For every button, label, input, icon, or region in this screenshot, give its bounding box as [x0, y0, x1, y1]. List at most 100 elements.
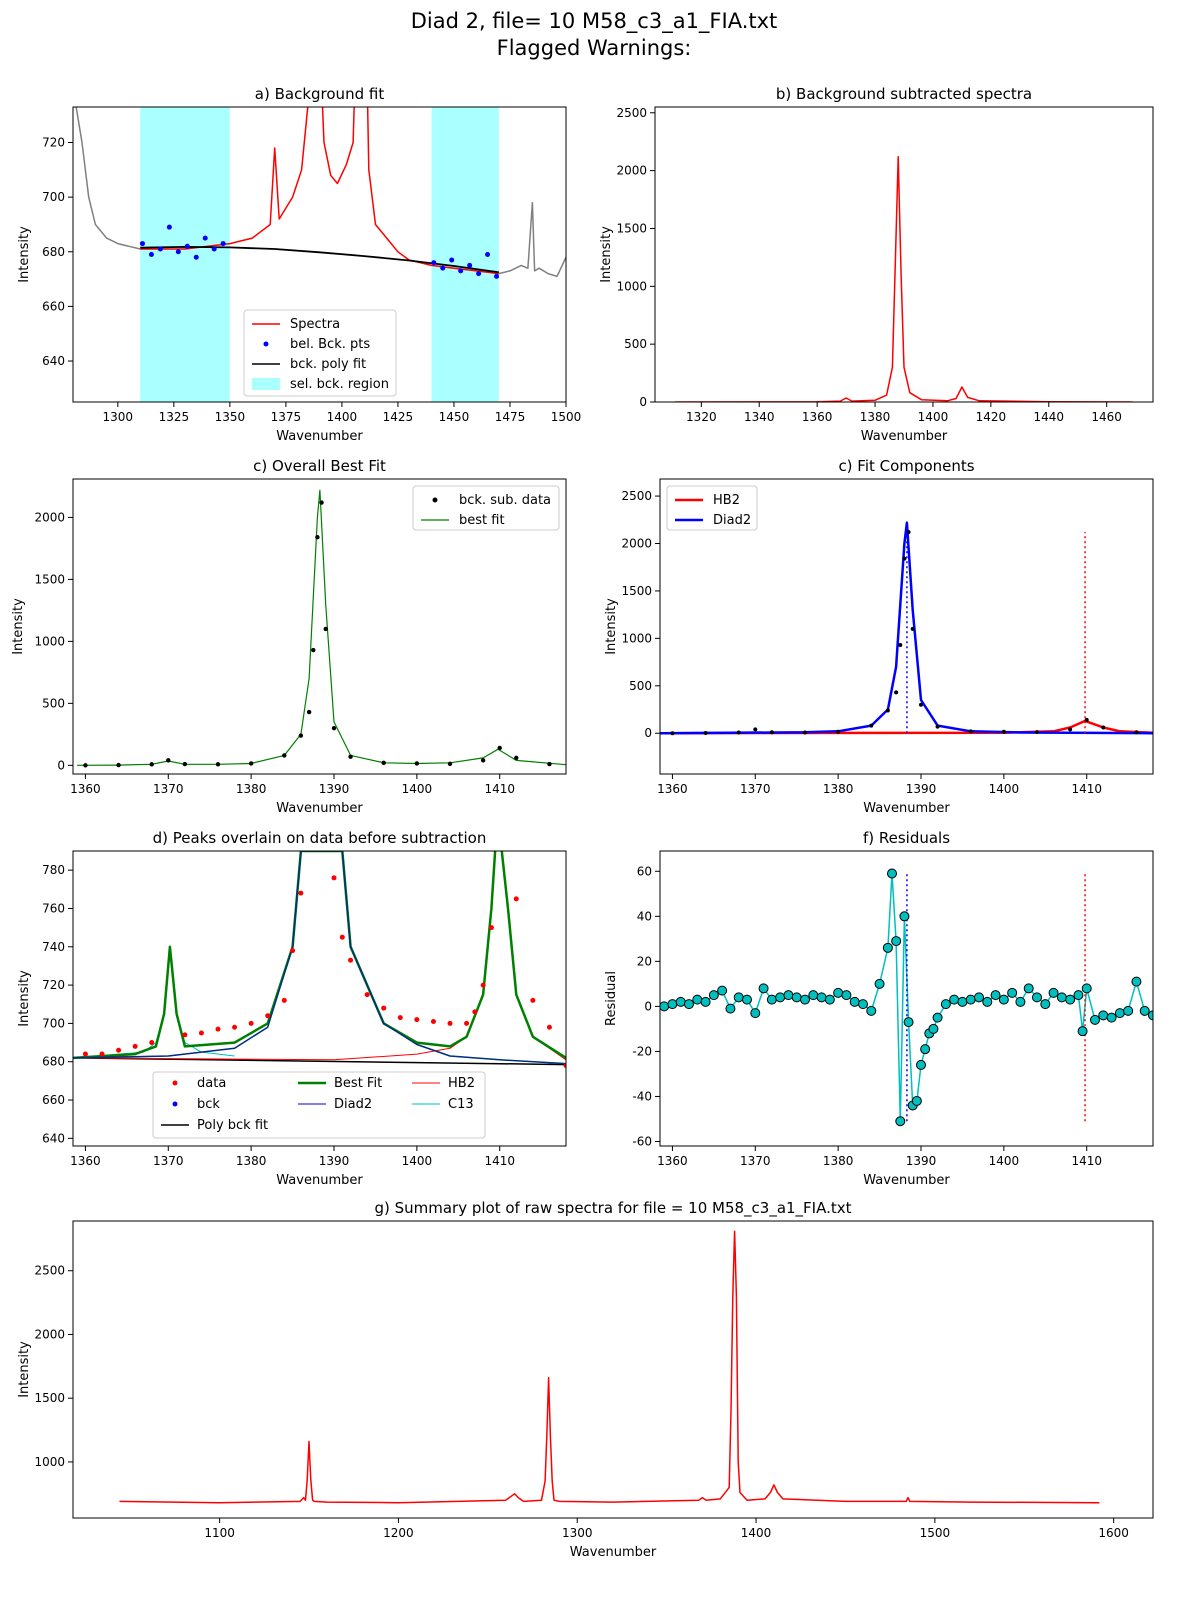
- residual-point: [965, 994, 976, 1005]
- x-tick-label: 1350: [215, 410, 246, 424]
- bck-sub-point: [331, 725, 337, 731]
- y-tick-label: 1500: [621, 584, 652, 598]
- bck-point: [458, 268, 464, 274]
- residual-point: [791, 992, 802, 1003]
- data-point: [464, 1020, 470, 1026]
- y-tick-label: 780: [42, 863, 65, 877]
- panel-a: 1300 1325 1350 1375 1400 1425 1450 1475 1500 640 6…: [17, 85, 581, 444]
- residual-point: [1056, 992, 1067, 1003]
- data-point: [348, 957, 354, 963]
- suptitle-line-2: Flagged Warnings:: [497, 36, 692, 60]
- residual-point: [874, 978, 885, 989]
- y-tick-label: 640: [42, 1131, 65, 1145]
- x-tick-label: 1370: [740, 782, 771, 796]
- y-tick-label: 2500: [34, 1264, 65, 1278]
- bck-point: [431, 260, 437, 266]
- bck-point: [494, 273, 500, 279]
- residual-point: [1077, 1026, 1088, 1037]
- x-tick-label: 1380: [860, 410, 891, 424]
- data-point: [769, 730, 774, 735]
- legend-label: sel. bck. region: [290, 377, 389, 392]
- x-tick-label: 1400: [402, 782, 433, 796]
- legend-label: bck. sub. data: [459, 493, 551, 508]
- legend: Spectra bel. Bck. pts bck. poly fit sel. bc…: [243, 309, 397, 397]
- legend-label: Spectra: [290, 317, 340, 332]
- data-point: [869, 723, 874, 728]
- y-tick-label: 680: [42, 1055, 65, 1069]
- legend-label: bel. Bck. pts: [290, 337, 370, 352]
- legend-frame: [152, 1071, 486, 1139]
- y-tick-label: 740: [42, 940, 65, 954]
- bck-sub-point: [514, 755, 519, 761]
- residual-point: [841, 990, 852, 1001]
- legend-label: Diad2: [334, 1097, 372, 1112]
- poly-fit-line: [140, 245, 499, 274]
- residual-point: [940, 999, 951, 1010]
- y-tick-label: 500: [624, 337, 647, 351]
- residual-point: [1073, 990, 1084, 1001]
- legend: data bck Poly bck fit Best Fit Diad2 HB2 C13: [152, 1071, 486, 1139]
- residual-point: [1040, 999, 1051, 1010]
- plot-area-a: [75, 107, 566, 402]
- residual-point: [1123, 1005, 1134, 1016]
- residual-point: [1098, 1010, 1109, 1021]
- residual-point: [692, 994, 703, 1005]
- y-tick-label: 1500: [616, 221, 647, 235]
- x-tick-label: 1380: [236, 782, 267, 796]
- bck-point: [175, 249, 181, 255]
- x-tick-label: 1500: [920, 1526, 951, 1540]
- x-axis-label: Wavenumber: [276, 1173, 363, 1188]
- axes-frame: [72, 850, 567, 1147]
- plot-area-b: [675, 155, 1133, 402]
- x-tick-label: 1360: [70, 1154, 101, 1168]
- data-point: [885, 708, 890, 713]
- best-fit-line: [73, 851, 566, 1060]
- x-tick-label: 1400: [327, 410, 358, 424]
- bck-sub-point: [311, 647, 316, 653]
- residual-point: [895, 1116, 906, 1127]
- y-tick-label: 2000: [616, 164, 647, 178]
- bck-sub-line: [675, 155, 1133, 402]
- residual-point: [816, 992, 827, 1003]
- residual-point: [660, 1001, 670, 1012]
- legend-swatch: [432, 497, 438, 503]
- x-tick-label: 1370: [740, 1154, 771, 1168]
- residual-point: [911, 1095, 922, 1106]
- y-tick-label: 2000: [34, 1327, 65, 1341]
- bck-sub-point: [315, 535, 320, 540]
- data-point: [753, 727, 758, 732]
- x-tick-label: 1400: [918, 410, 949, 424]
- y-axis-label: Intensity: [17, 226, 32, 283]
- y-tick-label: 2000: [34, 510, 65, 524]
- x-tick-label: 1400: [989, 782, 1020, 796]
- y-tick-label: 660: [42, 1093, 65, 1107]
- residual-point: [733, 992, 744, 1003]
- background-region: [140, 107, 230, 402]
- x-tick-label: 1380: [823, 782, 854, 796]
- residual-point: [800, 994, 810, 1005]
- residual-point: [742, 994, 752, 1005]
- y-tick-label: 0: [644, 726, 652, 740]
- y-axis-label: Residual: [604, 971, 619, 1026]
- residual-point: [1007, 987, 1018, 998]
- residual-point: [1032, 992, 1042, 1003]
- x-tick-label: 1360: [70, 782, 101, 796]
- y-tick-label: 0: [639, 395, 647, 409]
- plot-area-d: [660, 521, 1153, 736]
- bck-point: [476, 271, 482, 277]
- subplots: 1300 1325 1350 1375 1400 1425 1450 1475 1500 640 6…: [11, 85, 1154, 1560]
- axes-frame: [72, 478, 567, 775]
- y-tick-label: 720: [42, 136, 65, 150]
- residual-point: [684, 999, 694, 1010]
- y-tick-label: 2000: [621, 537, 652, 551]
- data-point: [1068, 727, 1073, 732]
- data-point: [132, 1043, 138, 1049]
- plot-area-f: [660, 868, 1153, 1127]
- bck-point: [184, 243, 190, 249]
- residual-point: [708, 990, 719, 1001]
- x-tick-label: 1460: [1091, 410, 1122, 424]
- x-tick-label: 1300: [103, 410, 134, 424]
- bck-sub-point: [480, 758, 486, 763]
- residual-point: [916, 1059, 926, 1070]
- residual-point: [766, 994, 777, 1005]
